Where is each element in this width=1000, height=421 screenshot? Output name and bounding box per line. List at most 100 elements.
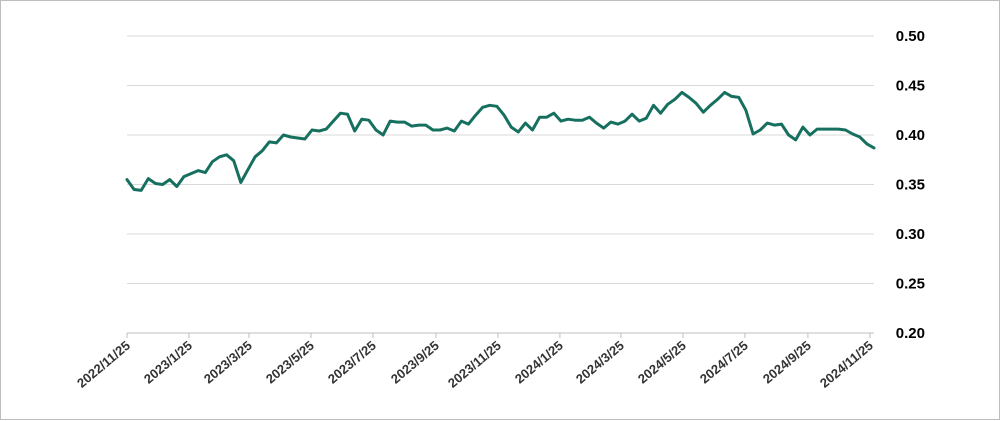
data-point bbox=[623, 119, 627, 123]
x-tick-label: 2023/3/25 bbox=[201, 338, 255, 387]
data-point bbox=[502, 114, 506, 117]
data-point bbox=[481, 106, 484, 109]
data-point bbox=[780, 122, 783, 126]
data-point bbox=[325, 127, 328, 131]
x-axis-tick-labels: 2022/11/25 2023/1/25 2023/3/25 2023/5/25 202… bbox=[74, 333, 876, 391]
gridlines bbox=[127, 35, 874, 284]
y-tick-label: 0.45 bbox=[896, 78, 925, 95]
data-point bbox=[687, 96, 691, 99]
data-point bbox=[147, 177, 150, 180]
data-point bbox=[552, 112, 556, 115]
data-point bbox=[730, 95, 733, 98]
y-tick-label: 0.35 bbox=[896, 177, 925, 194]
y-axis-tick-labels: 0.20 0.25 0.30 0.35 0.40 0.45 0.50 bbox=[896, 28, 925, 342]
data-point bbox=[253, 155, 257, 158]
data-point bbox=[154, 182, 157, 185]
data-point bbox=[559, 119, 563, 123]
x-tick-label: 2023/7/25 bbox=[325, 338, 379, 387]
data-point bbox=[630, 113, 634, 116]
data-point bbox=[218, 155, 221, 158]
data-point bbox=[517, 130, 520, 134]
data-point bbox=[794, 138, 797, 142]
series-line bbox=[125, 90, 876, 192]
data-point bbox=[652, 104, 655, 107]
data-point bbox=[353, 129, 356, 133]
data-point bbox=[182, 175, 186, 178]
data-point bbox=[815, 127, 819, 131]
data-point bbox=[673, 98, 676, 101]
data-point bbox=[851, 132, 854, 136]
x-tick-label: 2023/5/25 bbox=[263, 338, 317, 387]
data-point bbox=[595, 121, 598, 125]
data-point bbox=[161, 183, 164, 186]
data-point bbox=[751, 132, 755, 136]
data-point bbox=[189, 172, 193, 175]
data-point bbox=[431, 128, 435, 132]
x-tick-label: 2023/11/25 bbox=[445, 338, 504, 391]
data-point bbox=[140, 189, 143, 192]
data-point bbox=[196, 169, 200, 172]
data-point bbox=[460, 119, 463, 123]
y-tick-label: 0.30 bbox=[896, 226, 925, 243]
data-point bbox=[310, 128, 314, 132]
data-point bbox=[538, 116, 541, 119]
data-point bbox=[410, 124, 413, 128]
data-point bbox=[417, 123, 420, 127]
data-point bbox=[232, 159, 235, 162]
data-point bbox=[317, 129, 321, 133]
data-point bbox=[211, 160, 214, 163]
data-point bbox=[367, 119, 371, 122]
data-point bbox=[396, 120, 399, 124]
data-point bbox=[588, 116, 591, 119]
data-point bbox=[204, 171, 207, 174]
x-tick-label: 2024/7/25 bbox=[697, 338, 751, 387]
data-point bbox=[495, 105, 499, 108]
data-point bbox=[346, 113, 349, 116]
data-point bbox=[389, 119, 392, 123]
data-point bbox=[808, 133, 812, 137]
data-point bbox=[239, 181, 242, 184]
data-point bbox=[773, 123, 776, 127]
data-point bbox=[445, 126, 449, 130]
data-point bbox=[296, 136, 299, 140]
data-point bbox=[659, 112, 662, 115]
data-point bbox=[865, 142, 869, 146]
data-point bbox=[424, 123, 427, 127]
x-tick-label: 2023/1/25 bbox=[141, 338, 195, 387]
data-point bbox=[801, 125, 805, 129]
data-point bbox=[823, 127, 826, 131]
data-point bbox=[744, 109, 748, 112]
x-tick-label: 2024/5/25 bbox=[635, 338, 689, 387]
data-point bbox=[830, 127, 833, 131]
x-tick-label: 2024/11/25 bbox=[817, 338, 876, 391]
data-point bbox=[168, 178, 171, 181]
data-point bbox=[766, 121, 769, 125]
data-point bbox=[716, 98, 719, 101]
data-point bbox=[581, 119, 584, 122]
x-tick-label: 2024/1/25 bbox=[512, 338, 566, 387]
data-point bbox=[268, 140, 271, 144]
data-point bbox=[289, 135, 292, 139]
data-point bbox=[403, 120, 406, 124]
data-point bbox=[531, 128, 534, 132]
x-tick-label: 2024/3/25 bbox=[573, 338, 627, 387]
data-point bbox=[666, 103, 669, 106]
data-point bbox=[737, 96, 740, 99]
data-point bbox=[680, 91, 684, 94]
data-point bbox=[702, 111, 705, 114]
data-point bbox=[175, 185, 178, 188]
data-point bbox=[609, 120, 612, 124]
y-tick-label: 0.50 bbox=[896, 28, 925, 45]
x-tick-label: 2024/9/25 bbox=[760, 338, 814, 387]
data-point bbox=[360, 118, 363, 121]
data-point bbox=[566, 118, 570, 121]
data-point bbox=[837, 127, 840, 131]
data-point bbox=[125, 178, 129, 181]
data-point bbox=[574, 119, 577, 122]
data-point bbox=[453, 129, 456, 133]
data-point bbox=[282, 133, 285, 137]
data-point bbox=[467, 122, 470, 126]
data-point bbox=[709, 104, 712, 107]
